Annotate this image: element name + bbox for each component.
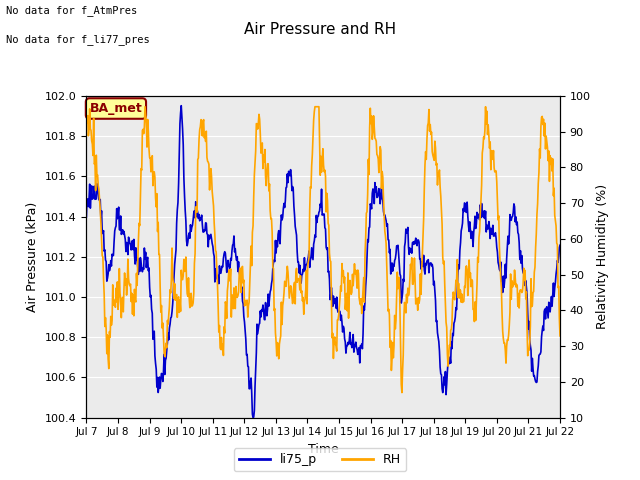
Legend: li75_p, RH: li75_p, RH xyxy=(234,448,406,471)
li75_p xyxy=(140,266,148,272)
X-axis label: Time: Time xyxy=(308,443,339,456)
li75_p xyxy=(177,103,185,108)
RH xyxy=(141,104,149,109)
li75_p xyxy=(249,415,257,420)
Line: RH: RH xyxy=(86,107,560,393)
RH xyxy=(398,390,406,396)
RH xyxy=(189,302,196,308)
li75_p xyxy=(556,242,564,248)
Y-axis label: Relativity Humidity (%): Relativity Humidity (%) xyxy=(596,184,609,329)
RH xyxy=(91,160,99,166)
RH xyxy=(214,282,221,288)
li75_p xyxy=(91,196,99,202)
RH xyxy=(395,275,403,280)
li75_p xyxy=(396,261,403,267)
Y-axis label: Air Pressure (kPa): Air Pressure (kPa) xyxy=(26,202,40,312)
Line: li75_p: li75_p xyxy=(86,106,560,418)
li75_p xyxy=(189,222,196,228)
RH xyxy=(83,120,90,126)
li75_p xyxy=(214,276,221,282)
Text: No data for f_AtmPres: No data for f_AtmPres xyxy=(6,5,138,16)
li75_p xyxy=(381,215,389,221)
RH xyxy=(556,333,564,339)
RH xyxy=(381,228,388,234)
Text: BA_met: BA_met xyxy=(90,102,142,115)
Text: No data for f_li77_pres: No data for f_li77_pres xyxy=(6,34,150,45)
Text: Air Pressure and RH: Air Pressure and RH xyxy=(244,22,396,36)
RH xyxy=(140,131,148,136)
li75_p xyxy=(83,214,90,220)
